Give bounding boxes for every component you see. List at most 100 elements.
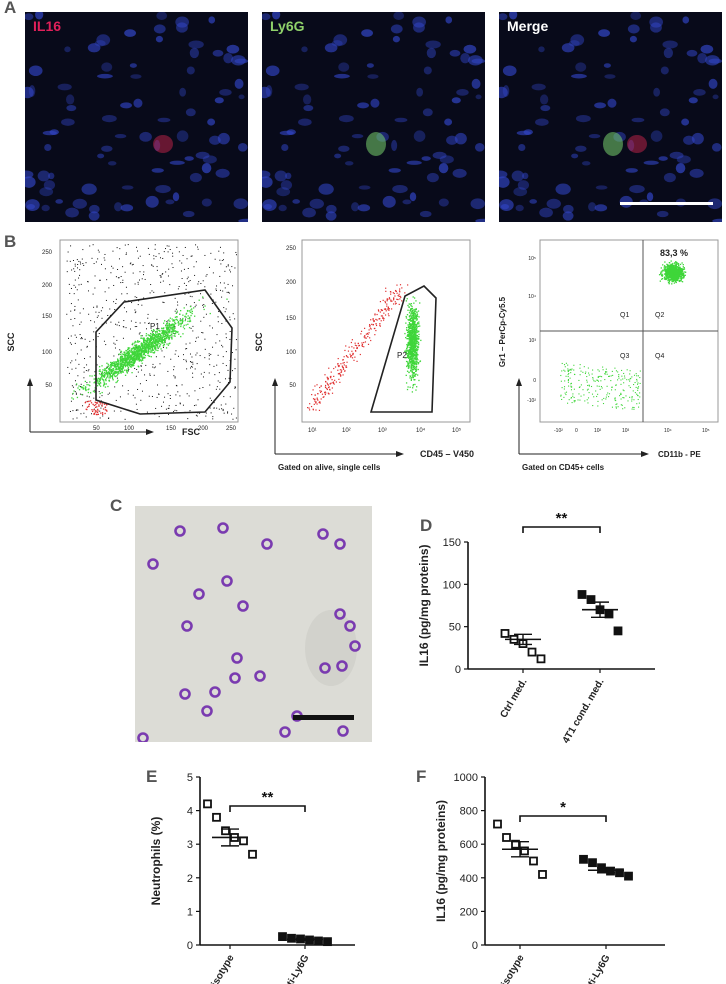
event-dot [106, 362, 108, 364]
event-dot [151, 343, 153, 345]
event-dot [205, 313, 207, 315]
event-dot [143, 297, 145, 299]
nucleus [292, 199, 301, 204]
event-dot [636, 378, 638, 381]
event-dot [313, 403, 315, 405]
event-dot [372, 324, 374, 326]
event-dot [208, 372, 210, 374]
event-dot [138, 354, 140, 356]
event-dot [413, 331, 415, 333]
data-point [287, 933, 296, 943]
event-dot [570, 372, 572, 374]
event-dot [597, 379, 599, 381]
event-dot [415, 367, 417, 369]
event-dot [229, 330, 231, 332]
event-dot [103, 340, 105, 342]
event-dot [680, 267, 682, 270]
nucleus [189, 47, 200, 59]
event-dot [170, 323, 172, 326]
stained-neutrophil [349, 640, 361, 652]
event-dot [98, 377, 100, 380]
event-dot [99, 401, 101, 404]
significance-bracket [522, 526, 601, 533]
event-dot [125, 365, 127, 367]
event-dot [156, 329, 158, 331]
event-dot [119, 353, 122, 355]
event-dot [216, 364, 218, 366]
event-dot [137, 347, 139, 349]
event-dot [668, 273, 670, 276]
event-dot [673, 271, 675, 273]
event-dot [143, 337, 145, 339]
event-dot [166, 337, 168, 339]
event-dot [118, 364, 120, 366]
event-dot [164, 341, 166, 343]
event-dot [104, 409, 107, 411]
event-dot [353, 347, 355, 349]
event-dot [105, 372, 108, 374]
event-dot [99, 410, 101, 412]
event-dot [82, 263, 84, 265]
y-tick-label: 150 [443, 537, 461, 549]
event-dot [182, 354, 184, 356]
panel-label-f: F [416, 767, 427, 786]
event-dot [350, 341, 352, 344]
event-dot [388, 315, 390, 317]
stained-neutrophil [336, 660, 348, 672]
event-dot [418, 323, 420, 325]
gating-note-plot2: Gated on alive, single cells [278, 463, 381, 472]
event-dot [135, 344, 138, 346]
event-dot [99, 417, 101, 419]
event-dot [160, 334, 162, 337]
event-dot [665, 272, 667, 274]
event-dot [202, 296, 204, 298]
event-dot [149, 374, 151, 376]
event-dot [588, 384, 590, 386]
event-dot [408, 319, 410, 322]
event-dot [353, 359, 355, 361]
event-dot [136, 353, 138, 355]
nucleus [682, 16, 690, 24]
event-dot [205, 275, 207, 277]
cell-field [262, 12, 485, 222]
event-dot [74, 263, 76, 265]
event-dot [339, 369, 341, 371]
event-dot [123, 320, 125, 322]
event-dot [104, 412, 106, 415]
event-dot [364, 337, 366, 339]
nucleus [474, 143, 485, 152]
event-dot [626, 369, 628, 371]
event-dot [584, 400, 586, 402]
event-dot [191, 296, 193, 298]
event-dot [189, 342, 191, 344]
stained-neutrophil [337, 725, 349, 737]
event-dot [584, 372, 587, 375]
event-dot [157, 349, 159, 352]
event-dot [146, 341, 149, 343]
event-dot [97, 382, 99, 385]
event-dot [92, 293, 94, 295]
event-dot [195, 244, 197, 246]
event-dot [415, 373, 417, 375]
event-dot [178, 286, 180, 288]
event-dot [180, 322, 182, 325]
event-dot [597, 380, 600, 382]
event-dot [224, 287, 226, 289]
event-dot [109, 375, 112, 377]
event-dot [154, 366, 156, 368]
event-dot [679, 276, 682, 278]
event-dot [390, 300, 392, 302]
event-dot [129, 351, 131, 353]
event-dot [413, 325, 415, 328]
event-dot [665, 269, 667, 271]
event-dot [70, 318, 72, 320]
event-dot [159, 363, 161, 365]
event-dot [373, 320, 375, 322]
event-dot [338, 378, 340, 380]
event-dot [110, 370, 112, 372]
event-dot [181, 321, 184, 324]
event-dot [618, 374, 620, 376]
event-dot [153, 342, 156, 345]
event-dot [149, 373, 151, 375]
event-dot [352, 352, 354, 354]
